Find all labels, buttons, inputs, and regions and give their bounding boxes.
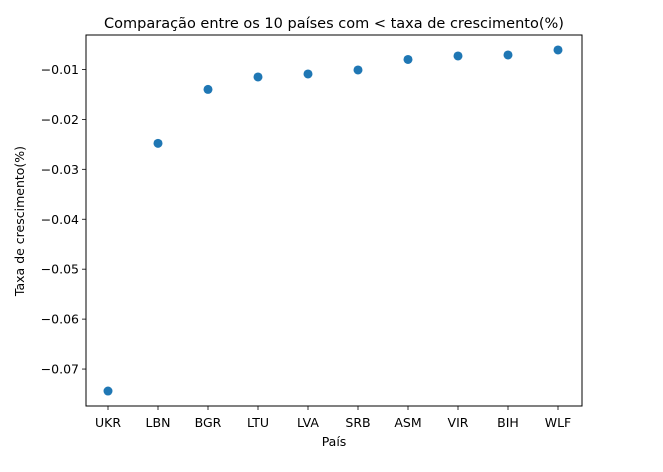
data-point-bih xyxy=(503,50,513,60)
x-axis-label: País xyxy=(322,434,347,449)
x-tick-label: SRB xyxy=(345,415,370,430)
data-point-bgr xyxy=(203,84,213,94)
data-point-vir xyxy=(453,51,463,61)
data-point-srb xyxy=(353,65,363,75)
y-axis-ticks: −0.07 −0.06 −0.05 −0.04 −0.03 −0.02 −0.01 xyxy=(41,62,86,377)
data-points xyxy=(103,45,563,396)
y-tick-label: −0.02 xyxy=(41,112,79,127)
x-tick-label: LBN xyxy=(146,415,171,430)
x-tick-label: LVA xyxy=(297,415,319,430)
data-point-lva xyxy=(303,69,313,79)
data-point-lbn xyxy=(153,138,163,148)
y-axis-label: Taxa de crescimento(%) xyxy=(12,146,27,297)
x-tick-label: VIR xyxy=(448,415,469,430)
data-point-ltu xyxy=(253,72,263,82)
y-tick-label: −0.07 xyxy=(41,362,79,377)
plot-area-frame xyxy=(85,34,583,407)
data-point-ukr xyxy=(103,386,113,396)
y-tick-label: −0.04 xyxy=(41,212,79,227)
chart-title: Comparação entre os 10 países com < taxa… xyxy=(104,16,564,32)
y-tick-label: −0.01 xyxy=(41,62,79,77)
x-tick-label: BGR xyxy=(195,415,222,430)
x-tick-label: LTU xyxy=(247,415,269,430)
x-tick-label: UKR xyxy=(95,415,121,430)
y-tick-label: −0.06 xyxy=(41,312,79,327)
y-tick-label: −0.03 xyxy=(41,162,79,177)
x-axis-ticks: UKR LBN BGR LTU LVA SRB ASM VIR BIH WLF xyxy=(95,406,571,430)
y-tick-label: −0.05 xyxy=(41,262,79,277)
x-tick-label: BIH xyxy=(497,415,519,430)
data-point-wlf xyxy=(553,45,563,55)
x-tick-label: ASM xyxy=(394,415,421,430)
x-tick-label: WLF xyxy=(545,415,572,430)
data-point-asm xyxy=(403,54,413,64)
